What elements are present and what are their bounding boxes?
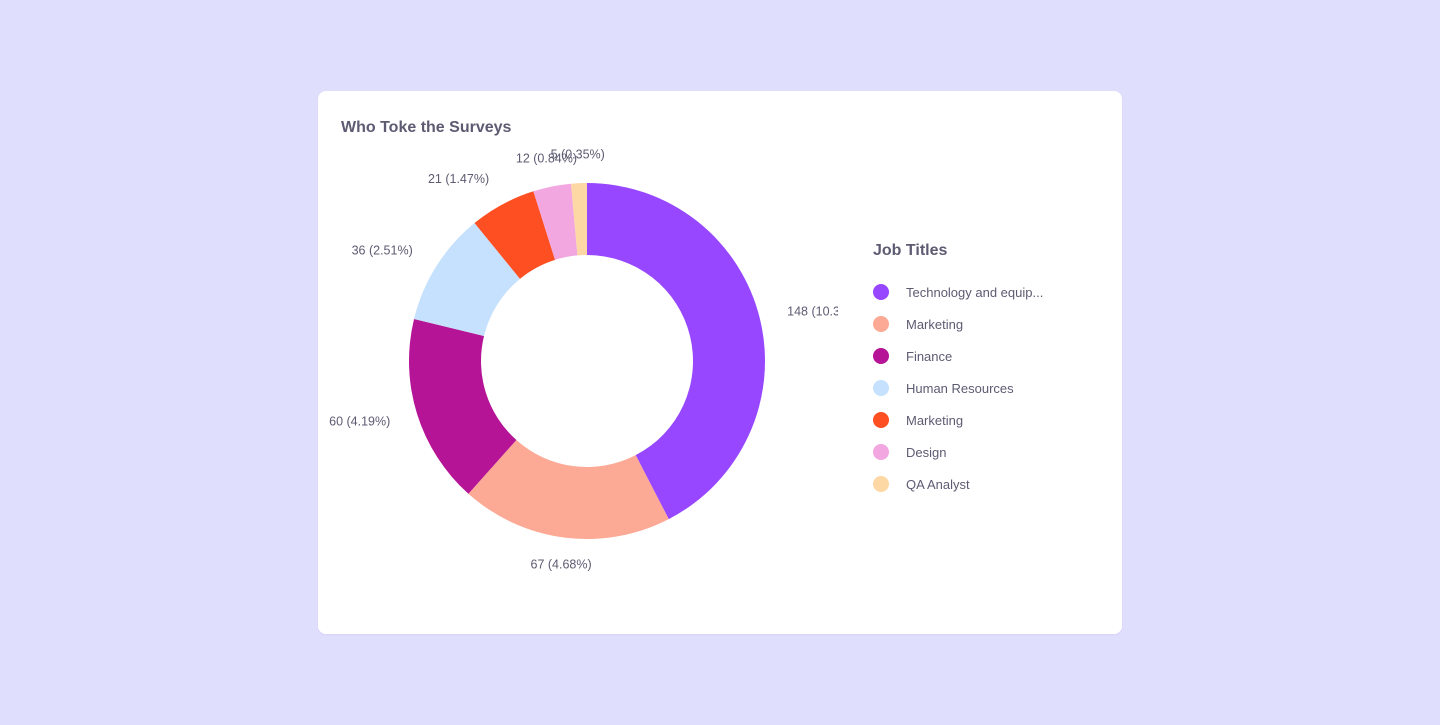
legend-title: Job Titles [873,242,948,259]
legend-dot-icon [873,316,889,332]
legend-dot-icon [873,476,889,492]
legend-item[interactable]: Human Resources [873,372,1043,404]
legend-item[interactable]: Marketing [873,308,1043,340]
donut-slice[interactable] [414,223,521,336]
legend-item[interactable]: Design [873,436,1043,468]
legend-label: Marketing [906,412,964,428]
legend-label: Human Resources [906,380,1014,396]
legend-item[interactable]: QA Analyst [873,468,1043,500]
legend-dot-icon [873,444,889,460]
legend: Job Titles Technology and equip... Market… [873,242,1043,500]
legend-dot-icon [873,348,889,364]
legend-label: QA Analyst [906,476,970,492]
donut-slice[interactable] [474,191,556,279]
legend-label: Finance [906,348,953,364]
donut-slice[interactable] [409,318,517,494]
legend-dot-icon [873,412,889,428]
slice-data-label: 148 (10.33%) [787,305,838,319]
chart-title: Who Toke the Surveys [341,119,512,136]
legend-label: Marketing [906,316,964,332]
slice-data-label: 36 (2.51%) [352,243,413,257]
slice-data-label: 67 (4.68%) [531,558,592,572]
slice-data-label: 21 (1.47%) [428,172,489,186]
slice-data-label: 5 (0.35%) [551,148,605,162]
donut-slice[interactable] [468,440,669,539]
legend-label: Design [906,444,947,460]
legend-dot-icon [873,284,889,300]
legend-label: Technology and equip... [906,284,1044,300]
slice-data-label: 12 (0.84%) [516,151,577,165]
legend-item[interactable]: Finance [873,340,1043,372]
slice-data-label: 60 (4.19%) [329,414,390,428]
legend-item[interactable]: Technology and equip... [873,276,1043,308]
donut-slice[interactable] [587,183,765,520]
legend-item[interactable]: Marketing [873,404,1043,436]
legend-dot-icon [873,380,889,396]
donut-slice[interactable] [570,183,587,256]
chart-card: Who Toke the Surveys 148 (10.33%) 67 (4.6… [318,91,1122,634]
donut-chart: 148 (10.33%) 67 (4.68%) 60 (4.19%) 36 (2.51… [329,148,838,572]
legend-items: Technology and equip... Marketing Finance H… [873,276,1043,500]
donut-slice[interactable] [533,183,578,260]
